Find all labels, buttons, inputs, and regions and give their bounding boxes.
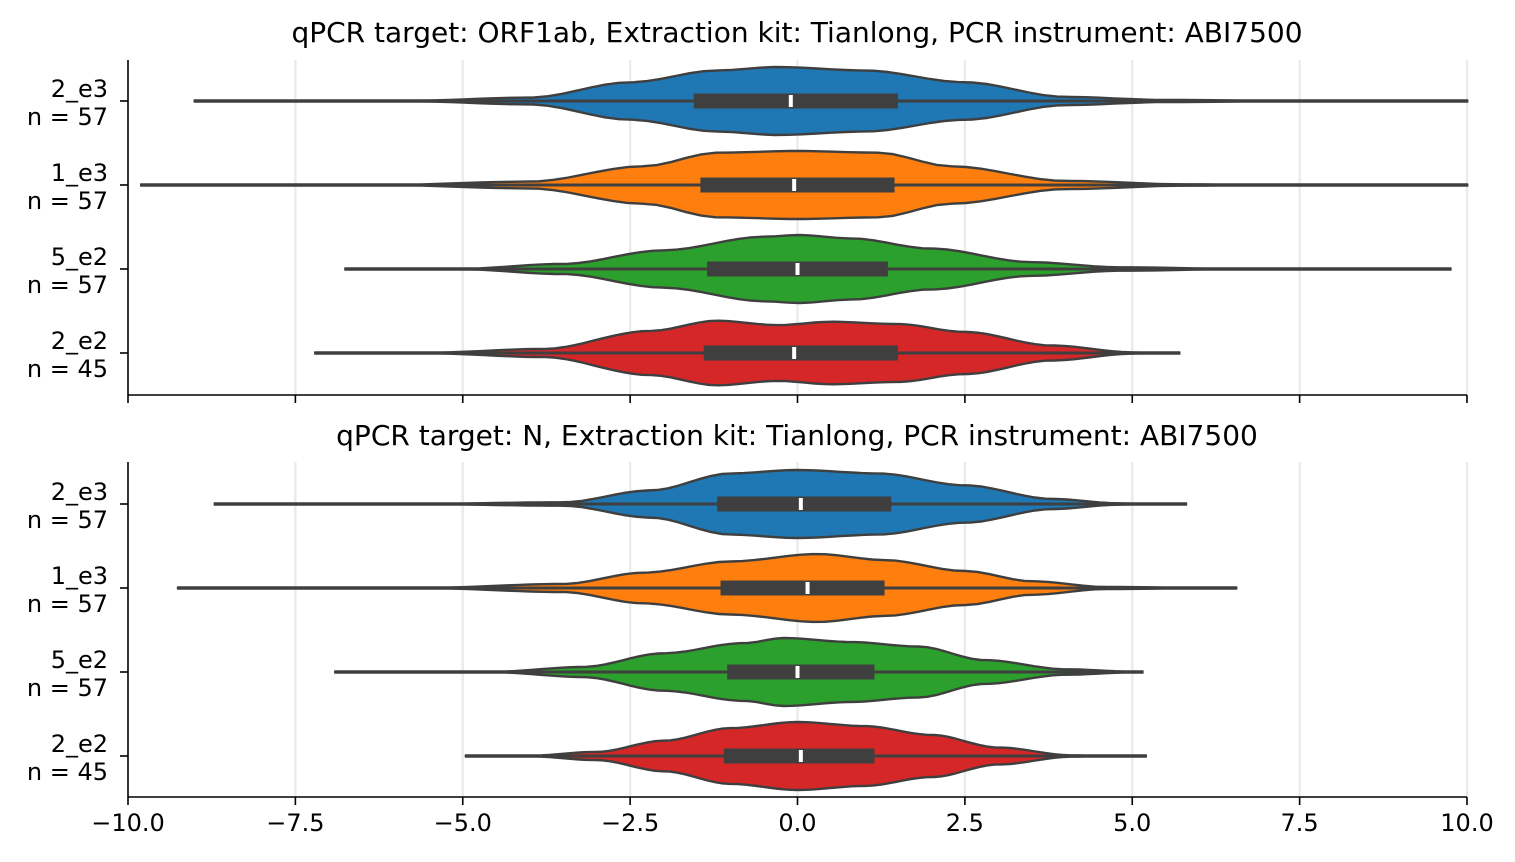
category-count: n = 57 bbox=[27, 590, 108, 618]
x-axis bbox=[127, 394, 1468, 403]
x-tick-label: 5.0 bbox=[1113, 809, 1151, 837]
category-labels: 2_e3n = 571_e3n = 575_e2n = 572_e2n = 45 bbox=[27, 478, 108, 786]
iqr-box bbox=[703, 345, 898, 361]
panel-n: qPCR target: N, Extraction kit: Tianlong… bbox=[27, 419, 1494, 837]
panel-title: qPCR target: N, Extraction kit: Tianlong… bbox=[336, 419, 1258, 452]
category-name: 2_e3 bbox=[51, 478, 108, 506]
x-tick-label: −10.0 bbox=[91, 809, 165, 837]
y-axis bbox=[120, 60, 129, 395]
median-marker bbox=[795, 666, 800, 678]
category-name: 1_e3 bbox=[51, 159, 108, 187]
median-marker bbox=[788, 95, 793, 107]
category-name: 2_e3 bbox=[51, 75, 108, 103]
iqr-box bbox=[693, 93, 898, 109]
panel-orf1ab: qPCR target: ORF1ab, Extraction kit: Tia… bbox=[27, 16, 1469, 403]
median-marker bbox=[798, 498, 803, 510]
category-name: 2_e2 bbox=[51, 730, 108, 758]
category-count: n = 57 bbox=[27, 187, 108, 215]
median-marker bbox=[792, 347, 797, 359]
median-marker bbox=[792, 179, 797, 191]
category-name: 5_e2 bbox=[51, 243, 108, 271]
x-tick-label: 10.0 bbox=[1440, 809, 1493, 837]
category-count: n = 57 bbox=[27, 674, 108, 702]
median-marker bbox=[798, 750, 803, 762]
x-tick-label: −5.0 bbox=[434, 809, 492, 837]
median-marker bbox=[805, 582, 810, 594]
panel-title: qPCR target: ORF1ab, Extraction kit: Tia… bbox=[291, 16, 1302, 49]
y-axis bbox=[120, 462, 129, 797]
category-count: n = 57 bbox=[27, 103, 108, 131]
x-tick-label: 0.0 bbox=[778, 809, 816, 837]
category-count: n = 57 bbox=[27, 506, 108, 534]
category-name: 5_e2 bbox=[51, 646, 108, 674]
iqr-box bbox=[717, 496, 892, 512]
iqr-box bbox=[720, 580, 885, 596]
iqr-box bbox=[727, 664, 875, 680]
x-tick-label: 2.5 bbox=[946, 809, 984, 837]
x-tick-label: 7.5 bbox=[1281, 809, 1319, 837]
category-count: n = 45 bbox=[27, 758, 108, 786]
category-name: 1_e3 bbox=[51, 562, 108, 590]
category-count: n = 45 bbox=[27, 355, 108, 383]
category-labels: 2_e3n = 571_e3n = 575_e2n = 572_e2n = 45 bbox=[27, 75, 108, 383]
x-axis: −10.0 −7.5 −5.0 −2.5 0.0 2.5 5.0 7.5 10.0 bbox=[91, 796, 1494, 837]
median-marker bbox=[795, 263, 800, 275]
violins bbox=[176, 468, 1238, 792]
category-name: 2_e2 bbox=[51, 327, 108, 355]
x-tick-label: −2.5 bbox=[601, 809, 659, 837]
x-tick-label: −7.5 bbox=[266, 809, 324, 837]
iqr-box bbox=[700, 177, 895, 193]
category-count: n = 57 bbox=[27, 271, 108, 299]
violins bbox=[139, 65, 1469, 387]
